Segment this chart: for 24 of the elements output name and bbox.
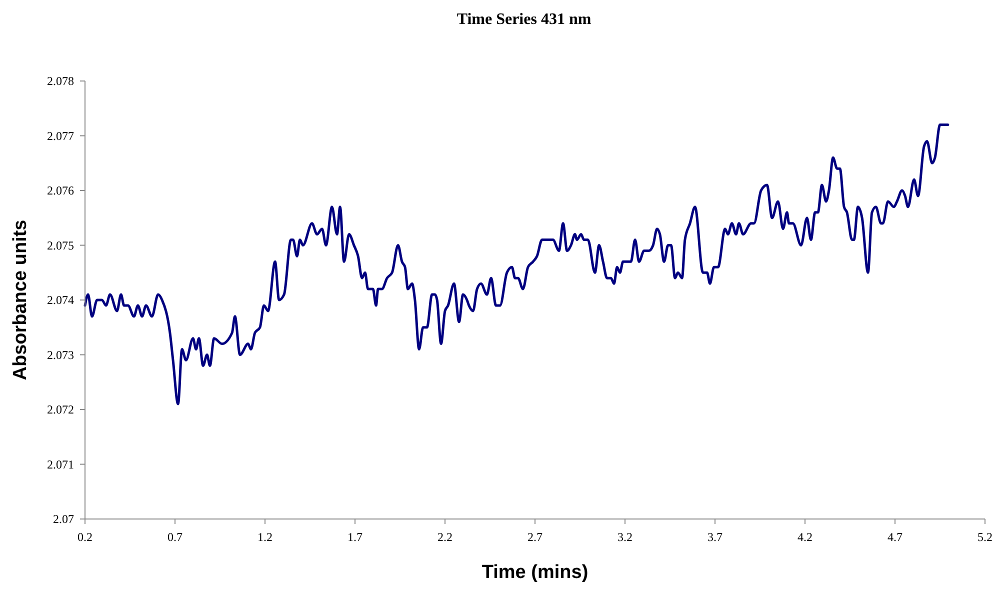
y-tick-label: 2.074 xyxy=(47,293,74,308)
x-tick-label: 4.7 xyxy=(888,530,902,544)
y-axis-title: Absorbance units xyxy=(10,220,31,380)
y-tick-label: 2.077 xyxy=(47,128,74,143)
y-tick-label: 2.072 xyxy=(47,402,74,417)
y-tick-label: 2.073 xyxy=(47,348,74,362)
x-tick-label: 4.2 xyxy=(798,530,812,544)
x-tick-label: 3.7 xyxy=(708,530,722,544)
chart-title: Time Series 431 nm xyxy=(456,11,592,28)
y-tick-label: 2.075 xyxy=(47,238,74,252)
x-axis-title: Time (mins) xyxy=(482,562,588,583)
x-tick-label: 3.2 xyxy=(618,530,632,544)
x-tick-label: 2.7 xyxy=(528,530,542,544)
y-tick-label: 2.07 xyxy=(53,512,74,526)
y-tick-label: 2.071 xyxy=(47,457,74,472)
y-tick-label: 2.078 xyxy=(47,74,74,88)
x-tick-label: 0.7 xyxy=(168,530,182,544)
y-tick-label: 2.076 xyxy=(47,184,74,198)
x-tick-label: 0.2 xyxy=(78,530,92,544)
x-tick-label: 5.2 xyxy=(978,530,992,544)
x-tick-label: 1.2 xyxy=(258,530,272,544)
x-tick-label: 2.2 xyxy=(438,530,452,544)
x-tick-label: 1.7 xyxy=(348,530,362,544)
line-series xyxy=(84,124,950,406)
